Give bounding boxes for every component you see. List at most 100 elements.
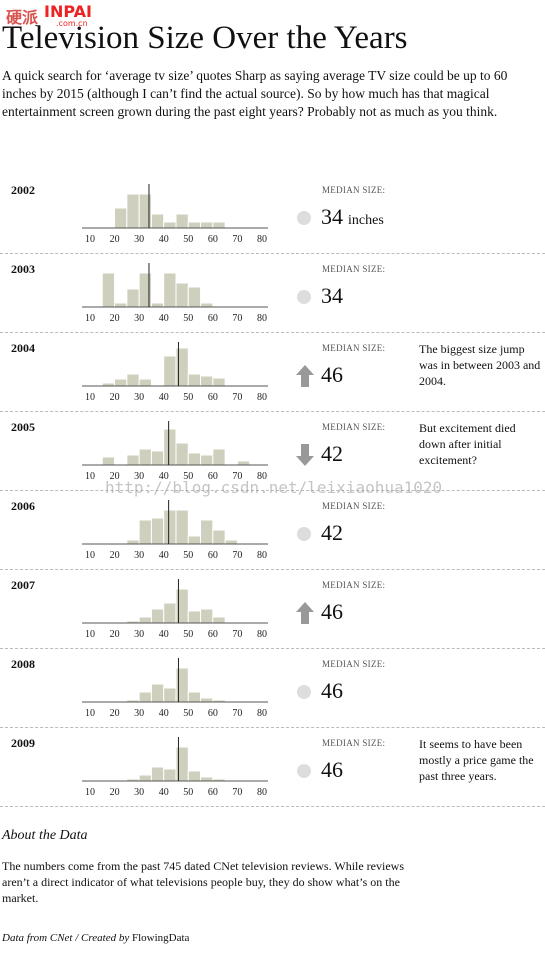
- x-tick-label: 80: [257, 392, 267, 403]
- bar: [212, 221, 226, 229]
- year-label: 2007: [11, 578, 35, 592]
- x-tick-label: 40: [159, 629, 169, 640]
- median-value-box: 34: [321, 282, 343, 310]
- x-tick-label: 20: [110, 313, 120, 324]
- x-tick-label: 60: [208, 629, 218, 640]
- x-tick-label: 10: [85, 313, 95, 324]
- bar: [150, 517, 165, 545]
- bar: [138, 378, 152, 387]
- median-value-box: 34 inches: [321, 203, 384, 235]
- x-tick-label: 30: [134, 392, 144, 403]
- bar: [200, 519, 214, 545]
- median-value: 46: [321, 362, 343, 387]
- panel: 2002 10 20 30 40 50 60 70 80 MEDIAN SIZE: 34 inches: [0, 174, 545, 254]
- x-tick-label: 10: [85, 629, 95, 640]
- x-tick-label: 40: [159, 234, 169, 245]
- year-label: 2003: [11, 262, 35, 276]
- x-tick-label: 80: [257, 787, 267, 798]
- bar: [114, 207, 128, 229]
- bar: [163, 355, 177, 387]
- x-tick-label: 30: [134, 471, 144, 482]
- median-value-box: 46: [321, 677, 343, 705]
- bar: [224, 539, 238, 545]
- x-tick-label: 30: [134, 787, 144, 798]
- dot: [297, 685, 311, 699]
- bar: [175, 347, 189, 387]
- credit-prefix: Data from CNet / Created by: [2, 932, 130, 944]
- panel: 2005 10 20 30 40 50 60 70 80 MEDIAN SIZE: 42 But ex…: [0, 411, 545, 491]
- x-tick-label: 80: [257, 471, 267, 482]
- x-tick-label: 50: [183, 629, 193, 640]
- median-value: 46: [321, 678, 343, 703]
- x-tick-label: 40: [159, 471, 169, 482]
- bar: [163, 768, 177, 782]
- x-tick-label: 20: [110, 629, 120, 640]
- x-tick-label: 70: [232, 787, 242, 798]
- year-label: 2004: [11, 341, 35, 355]
- panel: 2004 10 20 30 40 50 60 70 80 MEDIAN SIZE: 46 The bi…: [0, 332, 545, 412]
- x-tick-label: 40: [159, 392, 169, 403]
- bar: [150, 683, 165, 703]
- bar: [163, 687, 177, 703]
- bar: [187, 610, 202, 624]
- bar: [212, 529, 226, 545]
- trend-indicator: [297, 764, 311, 778]
- bar: [212, 448, 226, 466]
- x-tick-label: 70: [232, 392, 242, 403]
- intro-text: A quick search for ‘average tv size’ quo…: [2, 68, 508, 119]
- x-tick-label: 30: [134, 313, 144, 324]
- bar: [175, 282, 189, 308]
- bar: [175, 509, 189, 545]
- median-value-box: 42: [321, 519, 343, 547]
- x-tick-label: 50: [183, 708, 193, 719]
- x-tick-label: 60: [208, 471, 218, 482]
- trend-indicator: [296, 444, 314, 466]
- panel: 2008 10 20 30 40 50 60 70 80 MEDIAN SIZE: 46: [0, 648, 545, 728]
- x-tick-label: 10: [85, 550, 95, 561]
- bar: [187, 221, 202, 229]
- x-tick-label: 10: [85, 708, 95, 719]
- x-tick-label: 70: [232, 471, 242, 482]
- median-label: MEDIAN SIZE:: [322, 343, 386, 353]
- x-tick-label: 20: [110, 392, 120, 403]
- median-value: 34: [321, 283, 343, 308]
- median-value: 46: [321, 599, 343, 624]
- trend-indicator: [296, 602, 314, 624]
- panel: 2003 10 20 30 40 50 60 70 80 MEDIAN SIZE: 34: [0, 253, 545, 333]
- bar: [150, 766, 165, 782]
- year-label: 2006: [11, 499, 35, 513]
- x-tick-label: 70: [232, 708, 242, 719]
- histogram: 10 20 30 40 50 60 70 80: [82, 421, 268, 482]
- bar: [187, 770, 202, 782]
- bar: [212, 377, 226, 387]
- median-value: 42: [321, 441, 343, 466]
- bar: [126, 454, 140, 466]
- x-tick-label: 60: [208, 234, 218, 245]
- bar: [212, 616, 226, 624]
- x-tick-label: 30: [134, 708, 144, 719]
- bar: [200, 454, 214, 466]
- median-value-box: 46: [321, 756, 343, 784]
- histogram: 10 20 30 40 50 60 70 80: [82, 500, 268, 561]
- year-label: 2005: [11, 420, 35, 434]
- median-label: MEDIAN SIZE:: [322, 264, 386, 274]
- x-tick-label: 50: [183, 787, 193, 798]
- histogram: 10 20 30 40 50 60 70 80: [82, 579, 268, 640]
- x-tick-label: 10: [85, 787, 95, 798]
- median-value-box: 46: [321, 598, 343, 626]
- bar: [187, 452, 202, 466]
- median-label: MEDIAN SIZE:: [322, 580, 386, 590]
- bar: [138, 448, 152, 466]
- bar: [150, 608, 165, 624]
- bar: [200, 221, 214, 229]
- median-value: 34: [321, 204, 343, 229]
- x-tick-label: 20: [110, 787, 120, 798]
- median-label: MEDIAN SIZE:: [322, 185, 386, 195]
- bar: [138, 519, 152, 545]
- x-tick-label: 10: [85, 234, 95, 245]
- bar: [236, 460, 251, 466]
- watermark: http://blog.csdn.net/leixiaohua1020: [105, 478, 443, 497]
- arrow-down: [296, 444, 314, 466]
- dot: [297, 211, 311, 225]
- watermark: 硬派: [6, 8, 39, 27]
